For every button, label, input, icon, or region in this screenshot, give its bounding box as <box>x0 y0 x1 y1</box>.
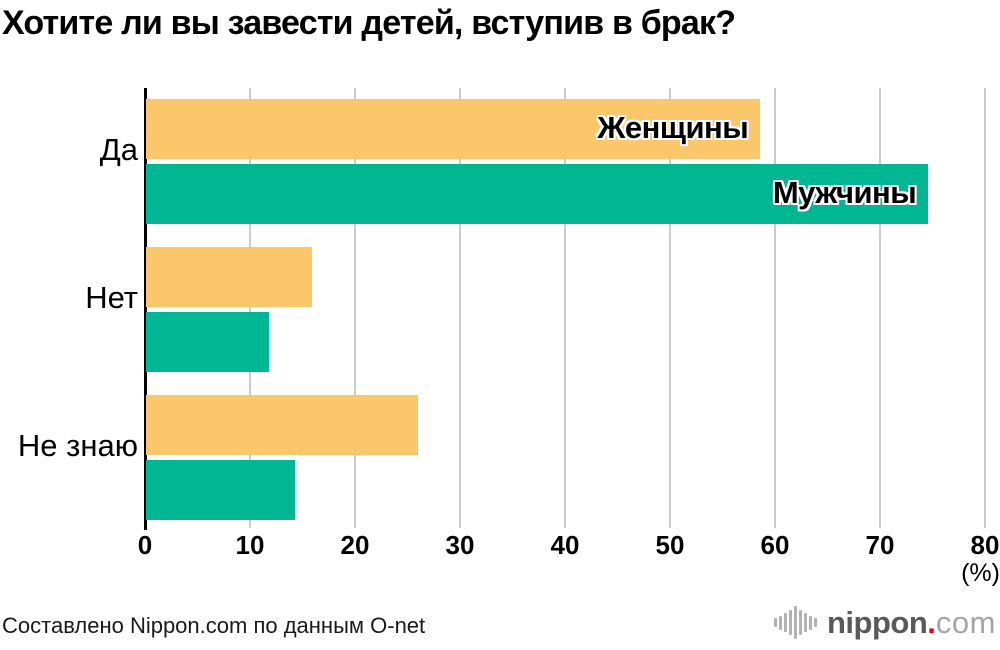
gridline-80 <box>984 88 986 528</box>
logo-text-nippon: nippon <box>827 604 928 640</box>
logo-text-com: com <box>935 604 996 640</box>
bar-Женщины-Нет <box>146 247 312 307</box>
nippon-logo: nippon . com <box>774 600 996 645</box>
category-label-Да: Да <box>99 131 138 167</box>
x-tick-label-30: 30 <box>445 530 475 560</box>
y-axis-line <box>144 88 147 530</box>
x-tick-label-80: 80 <box>970 530 1000 560</box>
bar-Мужчины-Не знаю <box>146 460 296 520</box>
category-label-Нет: Нет <box>85 279 138 315</box>
logo-red-dot: . <box>927 604 936 640</box>
category-label-Не знаю: Не знаю <box>17 427 138 463</box>
x-tick-label-20: 20 <box>340 530 370 560</box>
bar-Женщины-Не знаю <box>146 395 418 455</box>
gridline-10 <box>249 88 251 528</box>
series-label-Женщины: Женщины <box>597 110 749 145</box>
gridline-20 <box>354 88 356 528</box>
bar-Мужчины-Да <box>146 164 929 224</box>
bar-Женщины-Да <box>146 99 761 159</box>
x-tick-label-0: 0 <box>137 530 153 560</box>
chart-title: Хотите ли вы завести детей, вступив в бр… <box>2 4 736 42</box>
series-label-Мужчины: Мужчины <box>772 175 917 210</box>
gridline-40 <box>564 88 566 528</box>
x-tick-label-50: 50 <box>655 530 685 560</box>
x-axis-unit-label: (%) <box>961 559 1000 587</box>
soundwave-icon <box>774 606 819 639</box>
gridline-60 <box>774 88 776 528</box>
x-tick-label-40: 40 <box>550 530 580 560</box>
x-tick-label-10: 10 <box>235 530 265 560</box>
gridline-30 <box>459 88 461 528</box>
gridline-70 <box>879 88 881 528</box>
x-tick-label-60: 60 <box>760 530 790 560</box>
gridline-50 <box>669 88 671 528</box>
source-attribution: Составлено Nippon.com по данным O-net <box>2 613 426 638</box>
bar-Мужчины-Нет <box>146 312 269 372</box>
x-tick-label-70: 70 <box>865 530 895 560</box>
